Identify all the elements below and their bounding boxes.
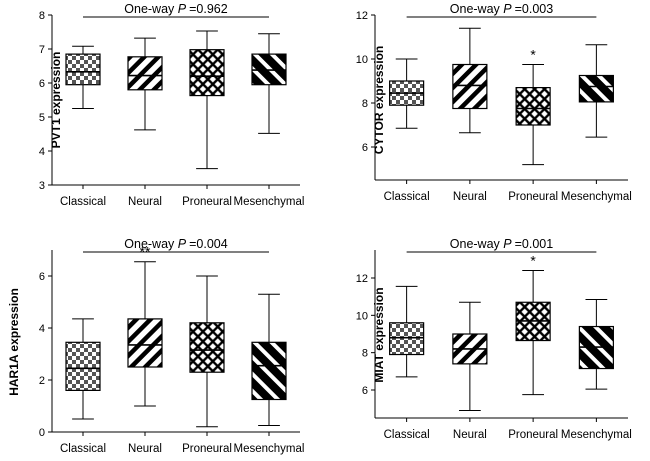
x-tick-label: Proneural [182, 443, 232, 455]
x-tick-label: Mesenchymal [234, 443, 305, 455]
x-tick-label: Mesenchymal [561, 191, 632, 203]
y-tick-label: 12 [356, 273, 368, 285]
y-tick-label: 8 [362, 348, 368, 360]
box-iqr [515, 86, 551, 126]
box-iqr [127, 318, 163, 368]
x-tick-label: Proneural [508, 191, 558, 203]
anova-label: One-way P =0.962 [124, 2, 227, 16]
x-tick-label: Neural [453, 191, 487, 203]
box-proneural [189, 30, 225, 170]
box-neural [452, 27, 488, 134]
box-iqr [189, 322, 225, 373]
anova-label: One-way P =0.003 [450, 2, 553, 16]
box-neural [452, 301, 488, 412]
y-tick-label: 4 [39, 146, 45, 158]
anova-label: One-way P =0.001 [450, 237, 553, 251]
box-classical [65, 45, 101, 109]
significance-marker: * [530, 253, 536, 269]
box-mesenchymal [578, 298, 614, 390]
x-tick-label: Classical [60, 443, 106, 455]
box-mesenchymal [251, 33, 287, 134]
panel-cytor: 6 8 10 12 CYTOR expression Classical Neural Pro… [356, 2, 632, 203]
x-tick-label: Neural [128, 443, 162, 455]
y-tick-label: 10 [356, 310, 368, 322]
box-classical [65, 318, 101, 420]
panel-pvt1: 3 4 5 6 7 8 PVT1 expression Classical Neural Pron… [39, 2, 305, 208]
box-iqr [189, 49, 225, 97]
y-tick-label: 6 [362, 385, 368, 397]
box-mesenchymal [251, 293, 287, 426]
y-tick-label: 6 [362, 142, 368, 154]
significance-marker: * [530, 47, 536, 63]
y-tick-label: 7 [39, 44, 45, 56]
box-iqr [251, 341, 287, 401]
y-tick-label: 8 [362, 98, 368, 110]
y-tick-label: 5 [39, 112, 45, 124]
box-iqr [65, 53, 101, 86]
box-iqr [127, 56, 163, 91]
y-tick-label: 8 [39, 10, 45, 22]
x-tick-label: Neural [128, 196, 162, 208]
box-neural: ** [127, 244, 163, 407]
y-axis-title: PVT1 expression [49, 52, 63, 149]
anova-label: One-way P =0.004 [124, 237, 227, 251]
box-classical [389, 58, 425, 129]
x-tick-label: Classical [384, 191, 430, 203]
y-tick-label: 10 [356, 54, 368, 66]
y-tick-label: 6 [39, 271, 45, 283]
panel-har1a: 0 2 4 6 HAR1A expression Classical Neural Prone… [7, 237, 304, 455]
y-axis-title: HAR1A expression [7, 288, 21, 396]
y-tick-label: 0 [39, 427, 45, 439]
y-tick-label: 6 [39, 78, 45, 90]
x-tick-label: Proneural [508, 429, 558, 441]
box-proneural: * [515, 253, 551, 396]
y-tick-label: 2 [39, 375, 45, 387]
x-tick-label: Classical [384, 429, 430, 441]
x-tick-label: Mesenchymal [234, 196, 305, 208]
x-tick-label: Proneural [182, 196, 232, 208]
y-tick-label: 4 [39, 323, 45, 335]
box-iqr [65, 341, 101, 391]
box-proneural [189, 275, 225, 428]
box-iqr [389, 322, 425, 356]
x-tick-label: Mesenchymal [561, 429, 632, 441]
box-proneural: * [515, 47, 551, 166]
box-mesenchymal [578, 44, 614, 138]
y-tick-label: 3 [39, 180, 45, 192]
y-tick-label: 12 [356, 10, 368, 22]
box-neural [127, 37, 163, 131]
box-classical [389, 285, 425, 378]
panel-miat: 6 8 10 12 MIAT expression Classical Neural Pron… [356, 237, 632, 441]
y-axis-title: CYTOR expression [372, 46, 386, 154]
x-tick-label: Neural [453, 429, 487, 441]
box-iqr [578, 74, 614, 103]
box-iqr [452, 63, 488, 110]
y-axis-title: MIAT expression [372, 287, 386, 382]
x-tick-label: Classical [60, 196, 106, 208]
